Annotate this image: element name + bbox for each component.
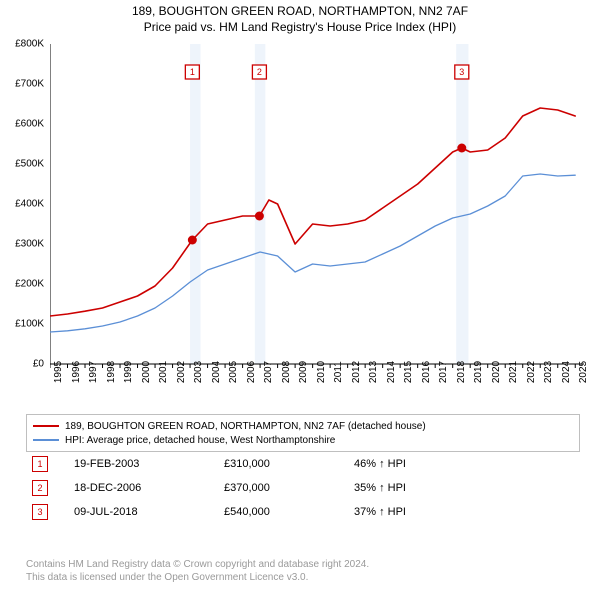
sale-pct: 35% ↑ HPI (354, 482, 580, 494)
x-tick-label: 2021 (508, 361, 519, 383)
legend-row: HPI: Average price, detached house, West… (33, 433, 573, 447)
x-tick-label: 2004 (211, 361, 222, 383)
x-tick-label: 2025 (578, 361, 589, 383)
legend-label: HPI: Average price, detached house, West… (65, 435, 335, 446)
x-tick-label: 2001 (158, 361, 169, 383)
attribution-line: This data is licensed under the Open Gov… (26, 571, 369, 584)
x-tick-label: 2009 (298, 361, 309, 383)
x-tick-label: 1997 (88, 361, 99, 383)
x-tick-label: 2006 (246, 361, 257, 383)
sale-date: 19-FEB-2003 (74, 458, 224, 470)
sales-row: 2 18-DEC-2006 £370,000 35% ↑ HPI (26, 476, 580, 500)
y-tick-label: £200K (15, 279, 44, 290)
sales-row: 1 19-FEB-2003 £310,000 46% ↑ HPI (26, 452, 580, 476)
x-tick-label: 2003 (193, 361, 204, 383)
x-tick-label: 2018 (456, 361, 467, 383)
sale-price: £370,000 (224, 482, 354, 494)
svg-text:1: 1 (190, 67, 195, 77)
chart-area: 1 2 3 (50, 44, 584, 404)
title-subtitle: Price paid vs. HM Land Registry's House … (0, 20, 600, 34)
sales-table: 1 19-FEB-2003 £310,000 46% ↑ HPI 2 18-DE… (26, 452, 580, 524)
sale-date: 09-JUL-2018 (74, 506, 224, 518)
sale-date: 18-DEC-2006 (74, 482, 224, 494)
sale-badge: 1 (32, 456, 48, 472)
sale-price: £310,000 (224, 458, 354, 470)
x-tick-label: 2022 (526, 361, 537, 383)
x-tick-label: 1995 (53, 361, 64, 383)
sale-badge: 2 (32, 480, 48, 496)
x-tick-label: 2000 (141, 361, 152, 383)
y-tick-label: £0 (33, 359, 44, 370)
x-tick-label: 1998 (106, 361, 117, 383)
legend: 189, BOUGHTON GREEN ROAD, NORTHAMPTON, N… (26, 414, 580, 452)
x-tick-label: 2023 (543, 361, 554, 383)
legend-swatch-property (33, 425, 59, 427)
svg-text:2: 2 (257, 67, 262, 77)
figure-root: 189, BOUGHTON GREEN ROAD, NORTHAMPTON, N… (0, 0, 600, 590)
chart-svg: 1 2 3 (50, 44, 584, 404)
title-block: 189, BOUGHTON GREEN ROAD, NORTHAMPTON, N… (0, 0, 600, 34)
legend-swatch-hpi (33, 439, 59, 441)
x-tick-label: 2015 (403, 361, 414, 383)
x-tick-label: 2002 (176, 361, 187, 383)
attribution: Contains HM Land Registry data © Crown c… (26, 558, 369, 584)
y-tick-label: £300K (15, 239, 44, 250)
x-tick-label: 2005 (228, 361, 239, 383)
sale-badge: 3 (32, 504, 48, 520)
x-tick-label: 2011 (333, 361, 344, 383)
y-tick-label: £700K (15, 79, 44, 90)
x-tick-label: 1996 (71, 361, 82, 383)
y-tick-label: £100K (15, 319, 44, 330)
sales-row: 3 09-JUL-2018 £540,000 37% ↑ HPI (26, 500, 580, 524)
x-tick-label: 2013 (368, 361, 379, 383)
x-tick-label: 1999 (123, 361, 134, 383)
x-tick-label: 2010 (316, 361, 327, 383)
y-tick-label: £400K (15, 199, 44, 210)
x-tick-label: 2016 (421, 361, 432, 383)
y-tick-label: £800K (15, 39, 44, 50)
x-tick-label: 2019 (473, 361, 484, 383)
x-tick-label: 2024 (561, 361, 572, 383)
sale-pct: 37% ↑ HPI (354, 506, 580, 518)
title-address: 189, BOUGHTON GREEN ROAD, NORTHAMPTON, N… (0, 4, 600, 18)
svg-text:3: 3 (459, 67, 464, 77)
sale-price: £540,000 (224, 506, 354, 518)
y-tick-label: £500K (15, 159, 44, 170)
sale-pct: 46% ↑ HPI (354, 458, 580, 470)
x-tick-label: 2007 (263, 361, 274, 383)
x-tick-label: 2008 (281, 361, 292, 383)
x-tick-label: 2014 (386, 361, 397, 383)
y-tick-label: £600K (15, 119, 44, 130)
x-tick-label: 2020 (491, 361, 502, 383)
x-tick-label: 2012 (351, 361, 362, 383)
attribution-line: Contains HM Land Registry data © Crown c… (26, 558, 369, 571)
legend-label: 189, BOUGHTON GREEN ROAD, NORTHAMPTON, N… (65, 421, 426, 432)
legend-row: 189, BOUGHTON GREEN ROAD, NORTHAMPTON, N… (33, 419, 573, 433)
x-tick-label: 2017 (438, 361, 449, 383)
